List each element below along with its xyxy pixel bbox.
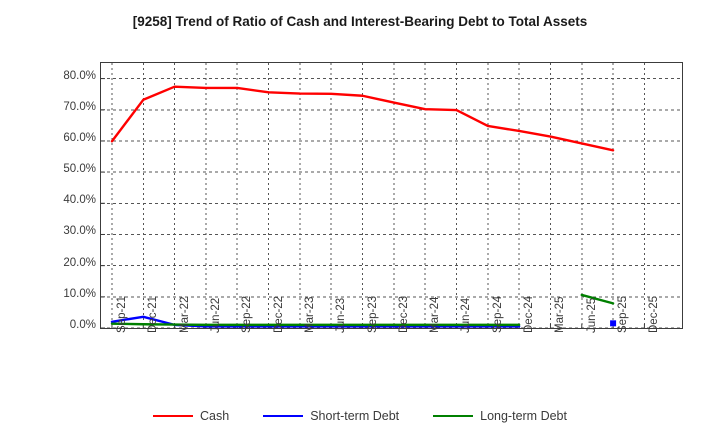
legend-swatch-icon: [153, 415, 194, 417]
x-axis-tick-label: Jun-24: [460, 297, 473, 333]
y-axis-labels: 0.0% 10.0% 20.0% 30.0% 40.0% 50.0% 60.0% 70.0% 8…: [44, 0, 96, 440]
y-axis-tick-label: 80.0%: [63, 69, 96, 82]
x-axis-tick-label: Dec-22: [272, 295, 285, 333]
x-axis-tick-label: Dec-21: [147, 295, 160, 333]
x-axis-tick-label: Dec-25: [648, 295, 661, 333]
legend-label: Short-term Debt: [310, 409, 400, 423]
x-axis-tick-label: Mar-25: [554, 296, 567, 333]
y-axis-tick-label: 10.0%: [63, 287, 96, 300]
x-axis-tick-label: Sep-24: [491, 295, 504, 333]
legend-item-long-term-debt[interactable]: Long-term Debt: [433, 409, 567, 423]
chart-title: [9258] Trend of Ratio of Cash and Intere…: [132, 14, 588, 29]
y-axis-tick-label: 30.0%: [63, 225, 96, 238]
y-axis-tick-label: 0.0%: [69, 319, 96, 331]
x-axis-tick-label: Dec-24: [523, 295, 536, 333]
legend-swatch-icon: [433, 415, 474, 417]
data-series: [110, 85, 617, 328]
legend-label: Cash: [200, 409, 230, 423]
x-axis-tick-label: Dec-23: [397, 295, 410, 333]
legend-item-short-term-debt[interactable]: Short-term Debt: [263, 409, 399, 423]
series-line-long-term-debt-recent-: [580, 293, 615, 305]
y-axis-tick-label: 20.0%: [63, 256, 96, 269]
legend-swatch-icon: [263, 415, 304, 417]
chart-legend: Cash Short-term Debt Long-term Debt: [0, 405, 720, 427]
y-axis-tick-label: 70.0%: [63, 100, 96, 113]
x-axis-tick-label: Mar-24: [429, 296, 442, 333]
legend-item-cash[interactable]: Cash: [153, 409, 229, 423]
x-axis-tick-label: Sep-23: [366, 295, 379, 333]
legend-label: Long-term Debt: [480, 409, 567, 423]
data-point-short-term-debt-recent-: [610, 320, 617, 327]
x-axis-tick-label: Sep-22: [241, 295, 254, 333]
x-axis-tick-label: Mar-23: [303, 296, 316, 333]
x-axis-tick-label: Jun-22: [209, 297, 222, 333]
x-axis-tick-label: Sep-21: [115, 295, 128, 333]
x-axis-tick-label: Sep-25: [617, 295, 630, 333]
y-axis-tick-label: 60.0%: [63, 131, 96, 144]
series-line-long-term-debt: [110, 322, 521, 327]
x-axis-tick-label: Mar-22: [178, 296, 191, 333]
y-axis-tick-label: 40.0%: [63, 194, 96, 207]
series-line-cash: [110, 85, 615, 152]
y-axis-tick-label: 50.0%: [63, 163, 96, 176]
grid-lines: [101, 63, 682, 328]
plot-area: [100, 62, 683, 329]
x-axis-tick-label: Jun-23: [335, 297, 348, 333]
x-axis-tick-label: Jun-25: [585, 297, 598, 333]
